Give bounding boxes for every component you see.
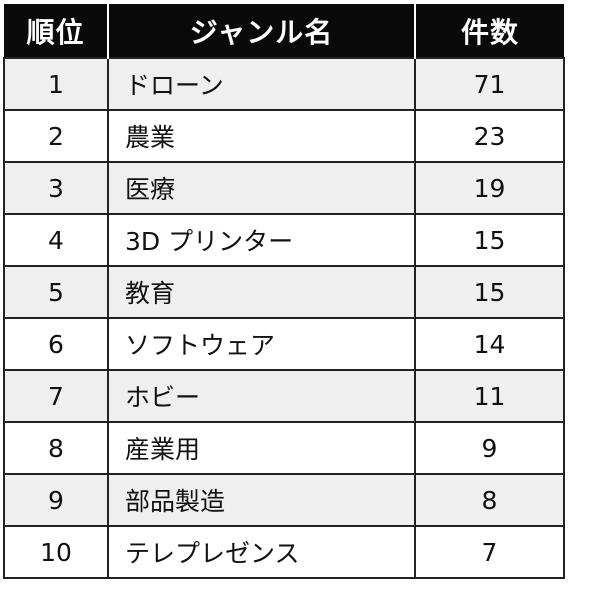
- genre-cell: テレプレゼンス: [107, 525, 416, 579]
- table-row: 4 3D プリンター 15: [3, 213, 565, 267]
- genre-cell: 3D プリンター: [107, 213, 416, 267]
- table-row: 2 農業 23: [3, 109, 565, 163]
- rank-cell: 10: [3, 525, 109, 579]
- genre-cell: ホビー: [107, 369, 416, 423]
- table-row: 9 部品製造 8: [3, 473, 565, 527]
- table-body: 1 ドローン 71 2 農業 23 3 医療 19 4 3D プリンター 1 5 …: [3, 57, 565, 579]
- table-row: 7 ホビー 11: [3, 369, 565, 423]
- rank-cell: 1: [3, 57, 109, 111]
- table-row: 5 教育 15: [3, 265, 565, 319]
- count-cell: 15: [414, 213, 565, 267]
- count-cell: 23: [414, 109, 565, 163]
- count-cell: 7: [414, 525, 565, 579]
- genre-cell: 教育: [107, 265, 416, 319]
- rank-cell: 8: [3, 421, 109, 475]
- table-row: 1 ドローン 71: [3, 57, 565, 111]
- genre-cell: 産業用: [107, 421, 416, 475]
- header-row: 順位 ジャンル名 件数: [4, 4, 564, 58]
- genre-cell: 部品製造: [107, 473, 416, 527]
- table-row: 6 ソフトウェア 14: [3, 317, 565, 371]
- table-row: 3 医療 19: [3, 161, 565, 215]
- rank-cell: 4: [3, 213, 109, 267]
- rank-cell: 2: [3, 109, 109, 163]
- rank-cell: 5: [3, 265, 109, 319]
- table-row: 10 テレプレゼンス 7: [3, 525, 565, 579]
- count-cell: 14: [414, 317, 565, 371]
- header-count: 件数: [414, 4, 564, 58]
- count-cell: 9: [414, 421, 565, 475]
- rank-cell: 9: [3, 473, 109, 527]
- rank-cell: 3: [3, 161, 109, 215]
- count-cell: 8: [414, 473, 565, 527]
- genre-cell: 医療: [107, 161, 416, 215]
- header-genre: ジャンル名: [107, 4, 415, 58]
- rank-cell: 6: [3, 317, 109, 371]
- count-cell: 71: [414, 57, 565, 111]
- table-header: 順位 ジャンル名 件数: [4, 4, 564, 58]
- genre-cell: 農業: [107, 109, 416, 163]
- genre-ranking-table: 順位 ジャンル名 件数 1 ドローン 71 2 農業 23 3 医療 19 4 …: [3, 4, 565, 579]
- count-cell: 11: [414, 369, 565, 423]
- count-cell: 19: [414, 161, 565, 215]
- rank-cell: 7: [3, 369, 109, 423]
- count-cell: 15: [414, 265, 565, 319]
- genre-cell: ドローン: [107, 57, 416, 111]
- table-row: 8 産業用 9: [3, 421, 565, 475]
- genre-cell: ソフトウェア: [107, 317, 416, 371]
- header-rank: 順位: [4, 4, 108, 58]
